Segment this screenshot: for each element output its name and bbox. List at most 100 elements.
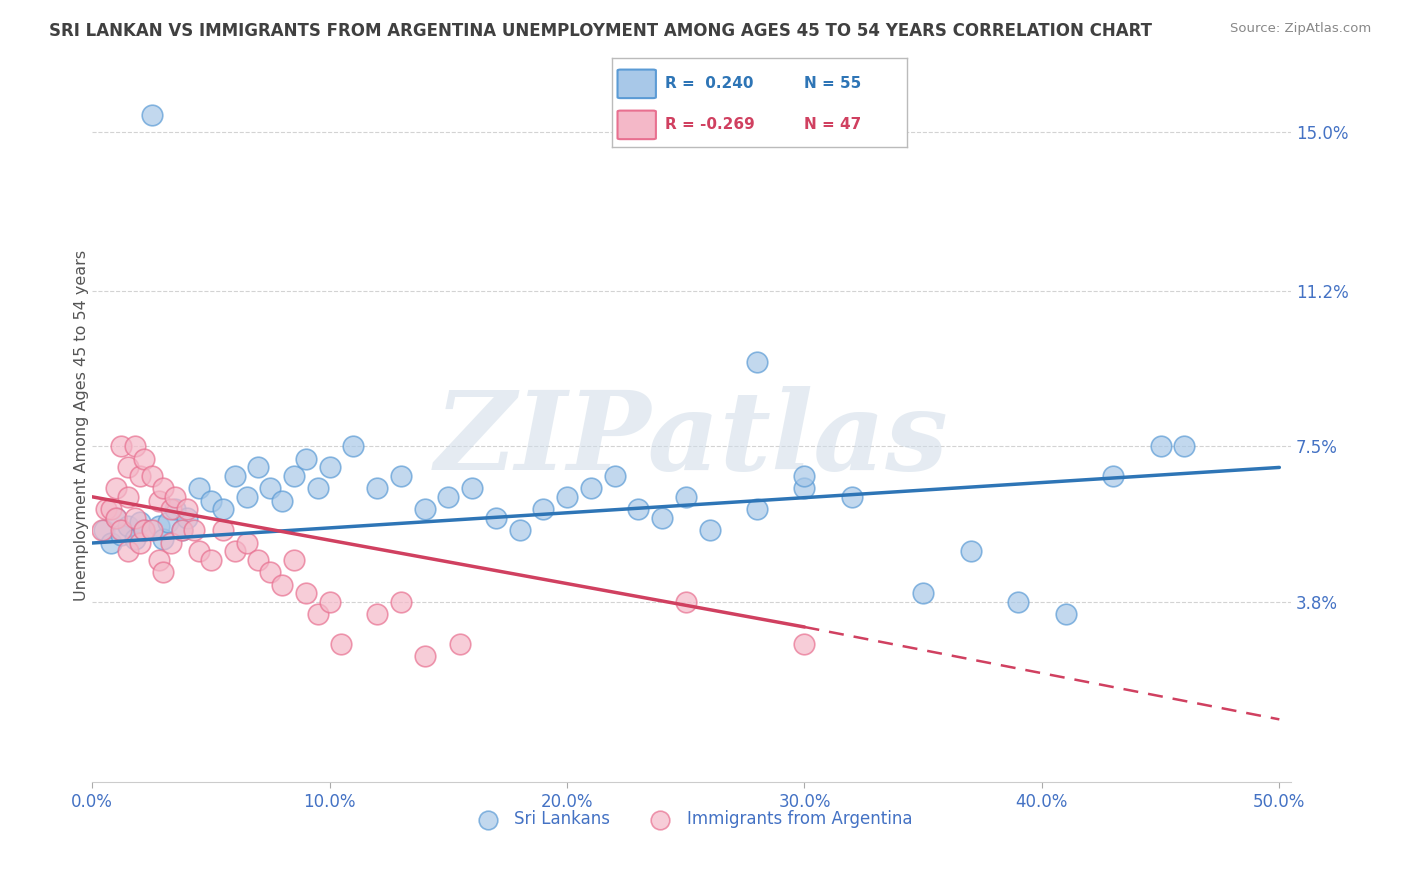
Point [912,586,935,600]
Text: SRI LANKAN VS IMMIGRANTS FROM ARGENTINA UNEMPLOYMENT AMONG AGES 45 TO 54 YEARS C: SRI LANKAN VS IMMIGRANTS FROM ARGENTINA … [49,22,1152,40]
Point [183,524,205,538]
Point [159,536,181,550]
Point [148,494,170,508]
Point [165,490,187,504]
Point [152,482,174,496]
Point [283,468,305,483]
Point [117,490,139,504]
Point [141,108,163,122]
Point [271,578,294,592]
Text: R = -0.269: R = -0.269 [665,118,755,132]
Point [96,502,118,516]
Point [603,468,626,483]
Point [188,482,211,496]
Point [176,502,198,516]
Point [93,524,115,538]
Point [259,482,281,496]
Point [745,355,768,369]
Point [675,595,697,609]
Point [152,532,174,546]
Point [157,515,180,529]
Text: N = 55: N = 55 [804,77,860,91]
Point [271,494,294,508]
Point [675,490,697,504]
Point [90,524,112,538]
Point [366,482,388,496]
Point [200,494,222,508]
Point [224,544,246,558]
Point [745,502,768,516]
Point [128,536,150,550]
Point [148,553,170,567]
Point [579,482,602,496]
Point [100,502,122,516]
Point [389,595,412,609]
Point [117,544,139,558]
Point [247,460,270,475]
Point [110,524,132,538]
Text: R =  0.240: R = 0.240 [665,77,754,91]
Point [318,595,340,609]
Point [1102,468,1125,483]
FancyBboxPatch shape [617,70,655,98]
Point [1173,439,1195,453]
Point [117,519,139,533]
Point [124,532,146,546]
Point [959,544,981,558]
Point [555,490,578,504]
Point [211,502,233,516]
Text: Source: ZipAtlas.com: Source: ZipAtlas.com [1230,22,1371,36]
FancyBboxPatch shape [617,111,655,139]
Point [413,649,436,664]
Point [793,468,815,483]
Point [342,439,364,453]
Legend: Sri Lankans, Immigrants from Argentina: Sri Lankans, Immigrants from Argentina [464,804,920,835]
Point [413,502,436,516]
Point [128,515,150,529]
Point [283,553,305,567]
Point [165,502,187,516]
Point [172,524,194,538]
Point [110,439,132,453]
Point [437,490,460,504]
Point [134,524,156,538]
Point [793,637,815,651]
Point [176,511,198,525]
Point [141,524,163,538]
Point [307,607,329,622]
Point [531,502,554,516]
Point [1149,439,1171,453]
Point [110,527,132,541]
Point [100,536,122,550]
Point [247,553,270,567]
Point [841,490,863,504]
Point [224,468,246,483]
Point [235,490,257,504]
Text: ZIPatlas: ZIPatlas [434,386,949,493]
Text: N = 47: N = 47 [804,118,860,132]
Point [259,566,281,580]
Point [124,511,146,525]
Point [104,482,127,496]
Point [104,511,127,525]
Point [200,553,222,567]
Point [389,468,412,483]
Point [509,524,531,538]
Point [117,460,139,475]
Point [485,511,508,525]
Point [159,502,181,516]
Point [307,482,329,496]
Point [148,519,170,533]
Point [1054,607,1077,622]
Point [295,586,318,600]
Point [211,524,233,538]
Point [134,452,156,467]
Point [104,511,127,525]
Point [449,637,471,651]
Point [172,524,194,538]
Y-axis label: Unemployment Among Ages 45 to 54 years: Unemployment Among Ages 45 to 54 years [73,250,89,601]
Point [461,482,484,496]
Point [627,502,650,516]
Point [124,439,146,453]
Point [141,468,163,483]
